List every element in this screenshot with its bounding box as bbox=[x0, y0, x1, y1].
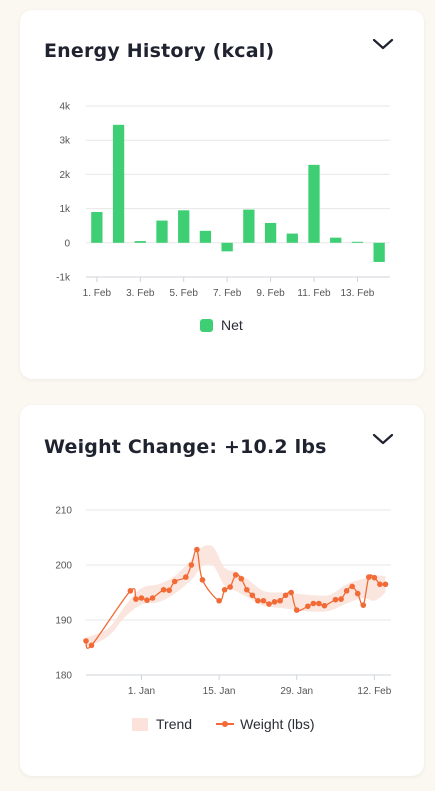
weight-point bbox=[199, 577, 206, 583]
weight-swatch-icon bbox=[216, 719, 235, 729]
bar-net bbox=[243, 209, 255, 243]
trend-band bbox=[86, 545, 386, 648]
legend-item-net[interactable]: Net bbox=[200, 317, 243, 333]
y-tick-label: 210 bbox=[55, 506, 72, 517]
weight-change-card: 180 190 200 210 1. Jan 15. Jan 29. Jan 12. Feb … bbox=[20, 405, 424, 776]
y-tick-label: 1k bbox=[59, 204, 71, 215]
bar-net bbox=[286, 233, 298, 243]
weight-point bbox=[232, 572, 239, 578]
weight-point bbox=[244, 586, 250, 593]
weight-point bbox=[249, 592, 256, 599]
weight-point bbox=[282, 592, 289, 599]
weight-point bbox=[149, 595, 156, 601]
weight-legend: Trend Weight (lbs) bbox=[132, 716, 315, 732]
weight-point bbox=[321, 602, 328, 609]
chevron-down-icon[interactable] bbox=[372, 34, 394, 54]
weight-point bbox=[349, 583, 355, 590]
weight-point bbox=[227, 584, 233, 590]
weight-point bbox=[133, 596, 139, 602]
weight-point bbox=[371, 574, 378, 581]
chevron-down-icon[interactable] bbox=[372, 429, 394, 449]
bar-net bbox=[178, 210, 190, 243]
bar-net bbox=[330, 237, 342, 243]
y-tick-label: 2k bbox=[59, 170, 71, 181]
bar-net bbox=[91, 212, 103, 243]
y-tick-label: 4k bbox=[59, 102, 71, 113]
weight-point bbox=[238, 575, 245, 582]
weight-point bbox=[188, 562, 195, 568]
weight-point bbox=[260, 597, 267, 604]
x-tick-label: 7. Feb bbox=[213, 288, 242, 299]
weight-point bbox=[382, 581, 389, 588]
weight-point bbox=[332, 596, 339, 603]
weight-point bbox=[310, 600, 317, 607]
weight-point bbox=[377, 581, 383, 588]
bar-net bbox=[112, 124, 125, 243]
weight-point bbox=[216, 597, 222, 604]
x-tick-label: 1. Feb bbox=[83, 288, 112, 299]
x-tick-label: 9. Feb bbox=[256, 288, 285, 299]
weight-point bbox=[138, 595, 145, 601]
weight-point bbox=[277, 597, 283, 604]
weight-point bbox=[88, 642, 95, 649]
weight-point bbox=[171, 578, 178, 585]
y-tick-label: 180 bbox=[55, 671, 72, 682]
x-tick-label: 11. Feb bbox=[297, 288, 331, 299]
weight-point bbox=[266, 601, 272, 607]
weight-point bbox=[360, 602, 367, 608]
y-tick-label: 3k bbox=[59, 136, 71, 147]
trend-swatch-icon bbox=[132, 717, 148, 731]
x-tick-label: 1. Jan bbox=[128, 686, 155, 697]
energy-legend: Net bbox=[200, 317, 243, 333]
weight-point bbox=[316, 600, 322, 607]
weight-point bbox=[343, 588, 350, 594]
x-tick-label: 12. Feb bbox=[357, 686, 391, 697]
weight-point bbox=[338, 596, 344, 602]
x-tick-label: 13. Feb bbox=[340, 288, 374, 299]
weight-point bbox=[83, 638, 89, 644]
bar-net bbox=[373, 242, 385, 262]
energy-history-title: Energy History (kcal) bbox=[44, 40, 275, 62]
x-tick-label: 29. Jan bbox=[280, 686, 313, 697]
weight-point bbox=[366, 574, 372, 580]
bar-net bbox=[199, 230, 212, 243]
legend-label-trend: Trend bbox=[156, 716, 193, 732]
weight-point bbox=[255, 597, 261, 604]
weight-point bbox=[127, 588, 134, 594]
net-swatch-icon bbox=[200, 318, 213, 332]
weight-point bbox=[271, 599, 278, 605]
weight-point bbox=[166, 587, 172, 594]
x-tick-label: 15. Jan bbox=[203, 686, 236, 697]
weight-change-title: Weight Change: +10.2 lbs bbox=[44, 436, 327, 458]
y-tick-label: 200 bbox=[55, 561, 72, 572]
legend-item-trend[interactable]: Trend bbox=[132, 716, 192, 732]
bar-net bbox=[134, 241, 146, 243]
x-tick-label: 5. Feb bbox=[170, 288, 199, 299]
y-tick-label: 0 bbox=[64, 238, 70, 249]
bar-net bbox=[221, 242, 233, 252]
weight-point bbox=[144, 597, 150, 603]
weight-line-chart: 180 190 200 210 1. Jan 15. Jan 29. Jan 12. Feb bbox=[55, 506, 391, 698]
bar-net bbox=[156, 220, 168, 243]
weight-point bbox=[194, 546, 200, 553]
weight-point bbox=[354, 590, 361, 597]
energy-bar-chart: -1k 0 1k 2k 3k 4k 1. Feb 3. Feb 5. Feb 7. Feb 9. F… bbox=[56, 102, 390, 299]
energy-history-card: -1k 0 1k 2k 3k 4k 1. Feb 3. Feb 5. Feb 7. Feb 9. F… bbox=[20, 10, 424, 379]
y-tick-label: 190 bbox=[55, 616, 72, 627]
weight-point bbox=[305, 603, 311, 610]
legend-item-weight[interactable]: Weight (lbs) bbox=[216, 716, 315, 732]
weight-point bbox=[183, 574, 189, 580]
weight-point bbox=[288, 589, 294, 596]
legend-label-net: Net bbox=[221, 317, 243, 333]
bar-net bbox=[308, 164, 320, 243]
bar-net bbox=[351, 241, 364, 243]
weight-point bbox=[221, 586, 228, 593]
legend-label-weight: Weight (lbs) bbox=[240, 716, 315, 732]
y-tick-label: -1k bbox=[56, 273, 71, 284]
bar-net bbox=[264, 222, 277, 243]
x-tick-label: 3. Feb bbox=[126, 288, 155, 299]
weight-point bbox=[293, 607, 300, 613]
weight-point bbox=[160, 586, 167, 593]
